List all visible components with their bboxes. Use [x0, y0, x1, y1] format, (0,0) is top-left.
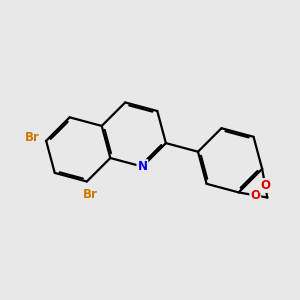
Text: O: O	[260, 179, 270, 192]
Text: O: O	[250, 189, 260, 202]
Text: N: N	[137, 160, 147, 173]
Text: Br: Br	[83, 188, 98, 202]
Text: Br: Br	[25, 131, 40, 144]
